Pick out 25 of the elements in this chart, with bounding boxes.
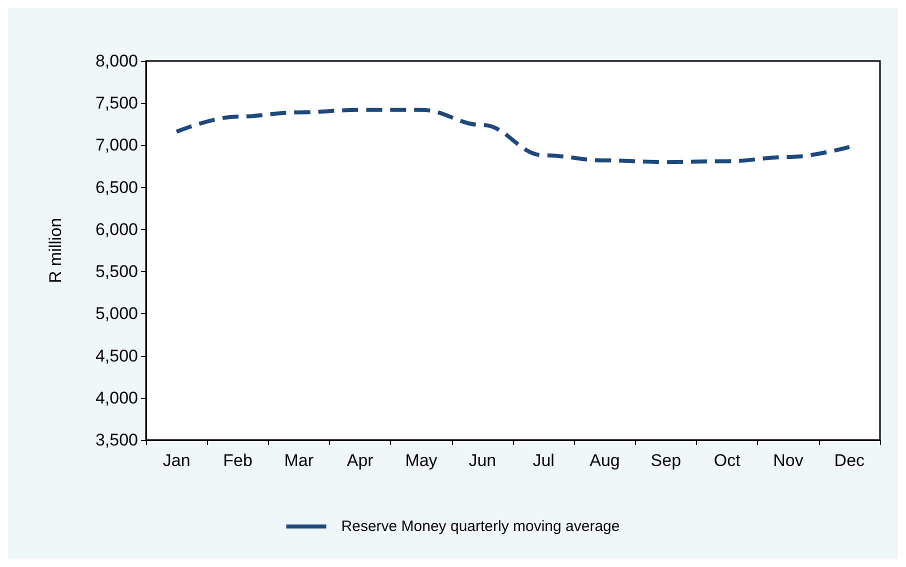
y-tick-label: 4,500 — [95, 346, 138, 366]
x-tick-label: Jan — [162, 451, 190, 470]
x-tick-label: May — [405, 451, 438, 470]
x-tick-label: Sep — [650, 451, 682, 470]
x-tick-label: Nov — [773, 451, 804, 470]
line-series — [174, 108, 852, 164]
x-tick-label: Feb — [223, 451, 252, 470]
y-tick-label: 6,500 — [95, 178, 138, 197]
y-tick-label: 8,000 — [95, 52, 138, 70]
x-tick-label: Jun — [468, 451, 496, 470]
y-tick-label: 7,500 — [95, 94, 138, 113]
y-tick-label: 3,500 — [95, 430, 138, 450]
x-tick-label: Dec — [834, 451, 866, 470]
y-tick-label: 7,000 — [95, 136, 138, 155]
x-tick-label: Apr — [346, 451, 374, 470]
y-axis-title: R million — [46, 218, 65, 284]
y-tick-label: 6,000 — [95, 220, 138, 239]
x-tick-label: Oct — [714, 451, 741, 470]
x-tick-label: Mar — [284, 451, 314, 470]
y-tick-label: 5,000 — [95, 304, 138, 324]
y-tick-label: 5,500 — [95, 262, 138, 282]
x-tick-label: Jul — [532, 451, 554, 470]
legend-label: Reserve Money quarterly moving average — [341, 518, 620, 535]
x-tick-label: Aug — [590, 451, 620, 470]
y-tick-label: 4,000 — [95, 388, 138, 408]
